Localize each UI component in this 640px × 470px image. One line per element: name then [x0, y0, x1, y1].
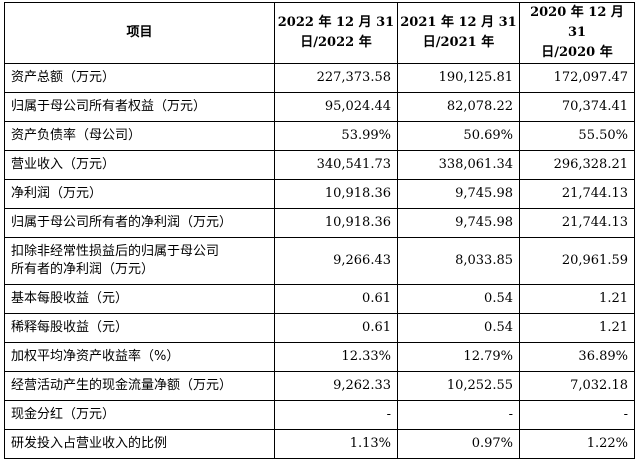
value-cell: 8,033.85: [397, 237, 520, 285]
value-cell: 20,961.59: [519, 237, 635, 285]
row-label: 归属于母公司所有者的净利润（万元）: [4, 208, 275, 238]
value-cell: 7,032.18: [519, 371, 635, 401]
value-cell: 12.79%: [397, 342, 520, 372]
value-cell: 21,744.13: [519, 208, 635, 238]
table-row: 经营活动产生的现金流量净额（万元） 9,262.33 10,252.55 7,032.…: [4, 371, 635, 401]
value-cell: 10,252.55: [397, 371, 520, 401]
value-cell: 9,266.43: [274, 237, 398, 285]
row-label-line: 基本每股收益（元）: [11, 291, 129, 306]
row-label: 归属于母公司所有者权益（万元）: [4, 92, 275, 122]
value-cell: 1.22%: [519, 429, 635, 459]
row-label: 现金分红（万元）: [4, 400, 275, 430]
row-label-line: 营业收入（万元）: [11, 157, 116, 172]
value-cell: 0.61: [274, 313, 398, 343]
row-label: 净利润（万元）: [4, 179, 275, 209]
value-cell: 95,024.44: [274, 92, 398, 122]
table-row: 资产负债率（母公司） 53.99% 50.69% 55.50%: [4, 121, 635, 151]
row-label-line: 净利润（万元）: [11, 186, 103, 201]
value-cell: 36.89%: [519, 342, 635, 372]
table-row: 营业收入（万元） 340,541.73 338,061.34 296,328.21: [4, 150, 635, 180]
row-label: 加权平均净资产收益率（%）: [4, 342, 275, 372]
row-label: 基本每股收益（元）: [4, 284, 275, 314]
header-item: 项目: [4, 2, 275, 64]
value-cell: 12.33%: [274, 342, 398, 372]
value-cell: 82,078.22: [397, 92, 520, 122]
value-cell: 55.50%: [519, 121, 635, 151]
value-cell: -: [274, 400, 398, 430]
table-row: 加权平均净资产收益率（%） 12.33% 12.79% 36.89%: [4, 342, 635, 372]
table-row: 净利润（万元） 10,918.36 9,745.98 21,744.13: [4, 179, 635, 209]
table-row: 稀释每股收益（元） 0.61 0.54 1.21: [4, 313, 635, 343]
value-cell: 338,061.34: [397, 150, 520, 180]
row-label-line: 所有者的净利润（万元）: [11, 262, 155, 277]
header-period-2020: 2020 年 12 月 31 日/2020 年: [519, 2, 635, 64]
row-label: 营业收入（万元）: [4, 150, 275, 180]
header-period-2022: 2022 年 12 月 31 日/2022 年: [274, 2, 398, 64]
value-cell: 0.97%: [397, 429, 520, 459]
value-cell: 190,125.81: [397, 63, 520, 93]
value-cell: 0.61: [274, 284, 398, 314]
value-cell: 1.21: [519, 284, 635, 314]
row-label: 资产负债率（母公司）: [4, 121, 275, 151]
header-period-2021-line1: 2021 年 12 月 31: [400, 15, 517, 30]
table-row: 资产总额（万元） 227,373.58 190,125.81 172,097.47: [4, 63, 635, 93]
value-cell: 9,262.33: [274, 371, 398, 401]
header-period-2021-line2: 日/2021 年: [422, 35, 495, 50]
header-period-2022-line2: 日/2022 年: [300, 35, 372, 50]
value-cell: -: [519, 400, 635, 430]
row-label: 经营活动产生的现金流量净额（万元）: [4, 371, 275, 401]
row-label-line: 稀释每股收益（元）: [11, 320, 129, 335]
value-cell: 340,541.73: [274, 150, 398, 180]
row-label-line: 现金分红（万元）: [11, 407, 116, 422]
financial-data-sheet: 项目 2022 年 12 月 31 日/2022 年 2021 年 12 月 3…: [4, 2, 635, 468]
value-cell: 53.99%: [274, 121, 398, 151]
row-label-line: 扣除非经常性损益后的归属于母公司: [11, 244, 220, 259]
table-row: 归属于母公司所有者的净利润（万元） 10,918.36 9,745.98 21,744…: [4, 208, 635, 238]
table-row: 扣除非经常性损益后的归属于母公司 所有者的净利润（万元） 9,266.43 8,033…: [4, 237, 635, 285]
row-label-line: 加权平均净资产收益率（%）: [11, 349, 180, 364]
value-cell: 296,328.21: [519, 150, 635, 180]
header-period-2021: 2021 年 12 月 31 日/2021 年: [397, 2, 520, 64]
value-cell: 0.54: [397, 284, 520, 314]
header-period-2020-line1: 2020 年 12 月 31: [530, 5, 624, 40]
table-row: 归属于母公司所有者权益（万元） 95,024.44 82,078.22 70,374.…: [4, 92, 635, 122]
value-cell: 9,745.98: [397, 179, 520, 209]
row-label-line: 归属于母公司所有者权益（万元）: [11, 99, 207, 114]
row-label: 扣除非经常性损益后的归属于母公司 所有者的净利润（万元）: [4, 237, 275, 285]
value-cell: 70,374.41: [519, 92, 635, 122]
header-period-2020-line2: 日/2020 年: [541, 45, 613, 60]
row-label: 研发投入占营业收入的比例: [4, 429, 275, 459]
table-row: 基本每股收益（元） 0.61 0.54 1.21: [4, 284, 635, 314]
row-label-line: 归属于母公司所有者的净利润（万元）: [11, 215, 233, 230]
value-cell: 10,918.36: [274, 208, 398, 238]
value-cell: 1.21: [519, 313, 635, 343]
value-cell: -: [397, 400, 520, 430]
value-cell: 172,097.47: [519, 63, 635, 93]
value-cell: 21,744.13: [519, 179, 635, 209]
value-cell: 0.54: [397, 313, 520, 343]
value-cell: 9,745.98: [397, 208, 520, 238]
table-row: 现金分红（万元） - - -: [4, 400, 635, 430]
row-label-line: 资产负债率（母公司）: [11, 128, 142, 143]
row-label: 稀释每股收益（元）: [4, 313, 275, 343]
value-cell: 1.13%: [274, 429, 398, 459]
value-cell: 50.69%: [397, 121, 520, 151]
table-row: 研发投入占营业收入的比例 1.13% 0.97% 1.22%: [4, 429, 635, 459]
header-period-2022-line1: 2022 年 12 月 31: [277, 15, 395, 30]
row-label-line: 研发投入占营业收入的比例: [11, 436, 168, 451]
value-cell: 227,373.58: [274, 63, 398, 93]
table-body: 资产总额（万元） 227,373.58 190,125.81 172,097.47 归属…: [4, 63, 635, 459]
table-header-row: 项目 2022 年 12 月 31 日/2022 年 2021 年 12 月 3…: [4, 2, 635, 64]
row-label-line: 资产总额（万元）: [11, 70, 116, 85]
row-label-line: 经营活动产生的现金流量净额（万元）: [11, 378, 233, 393]
row-label: 资产总额（万元）: [4, 63, 275, 93]
value-cell: 10,918.36: [274, 179, 398, 209]
financial-summary-table: 项目 2022 年 12 月 31 日/2022 年 2021 年 12 月 3…: [4, 2, 635, 459]
